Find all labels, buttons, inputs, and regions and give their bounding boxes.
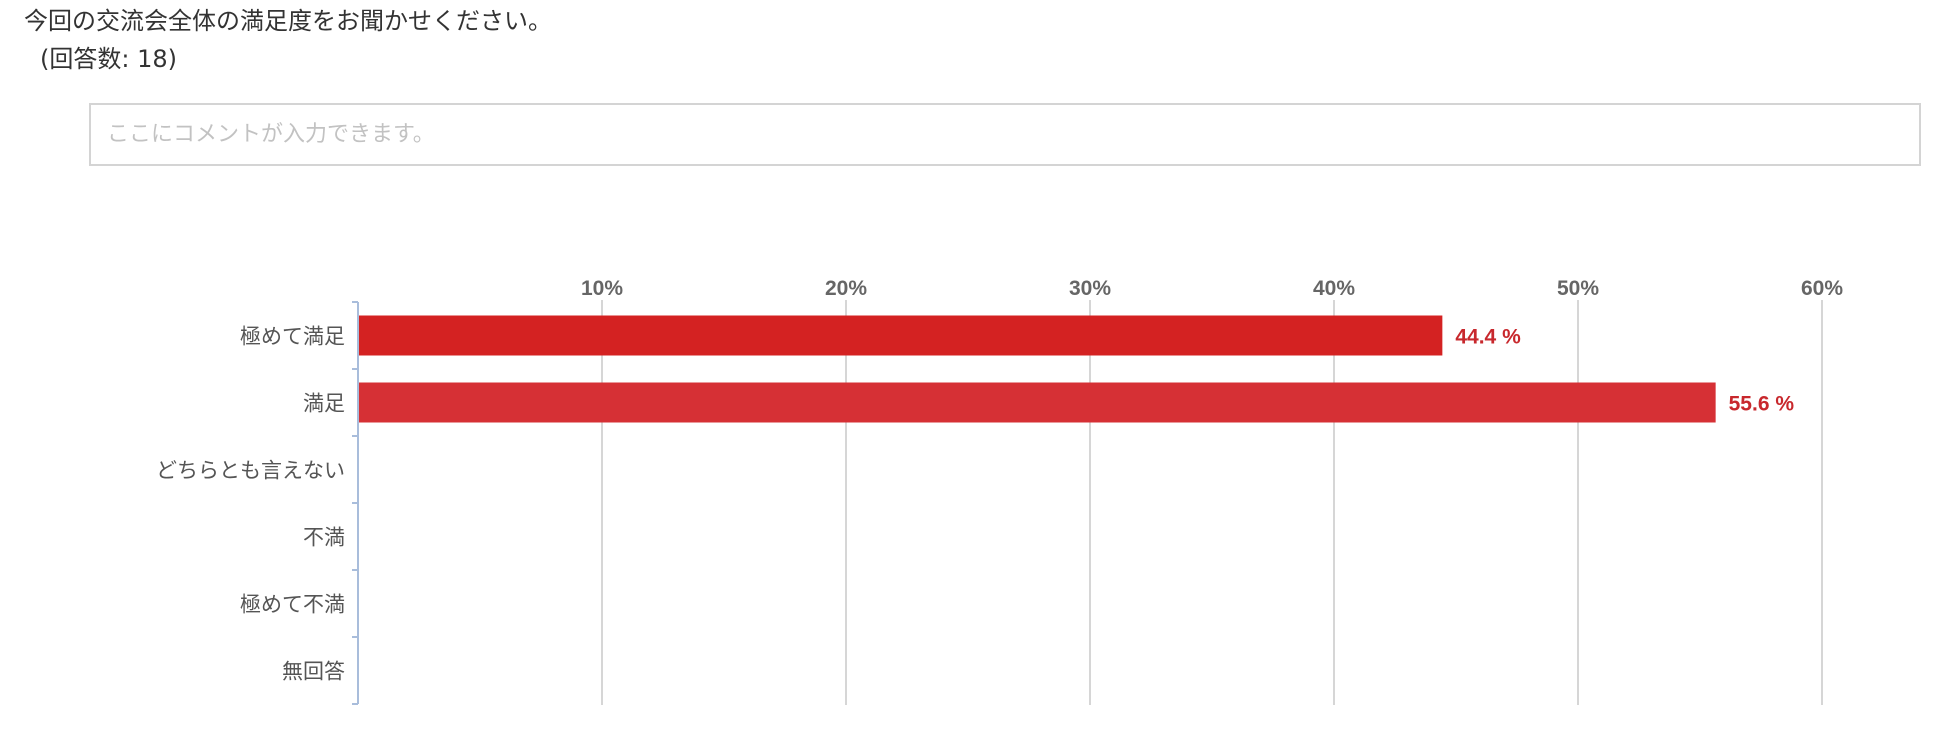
category-label: 極めて不満 — [240, 593, 345, 617]
category-label: 無回答 — [282, 660, 345, 684]
question-title: 今回の交流会全体の満足度をお聞かせください。 — [24, 7, 552, 35]
x-tick-label: 30% — [1069, 277, 1111, 300]
x-tick-label: 60% — [1801, 277, 1843, 300]
x-tick-label: 50% — [1557, 277, 1599, 300]
category-label: どちらとも言えない — [156, 459, 345, 483]
category-label: 極めて満足 — [240, 325, 345, 349]
bar — [359, 382, 1716, 423]
x-tick-label: 10% — [581, 277, 623, 300]
response-count: (回答数: 18) — [40, 45, 177, 73]
category-label: 不満 — [303, 526, 345, 550]
satisfaction-bar-chart: 10% 20% 30% 40% 50% 60% 極めて満足 44.4 % 満足 55.6 % どちら… — [156, 277, 1843, 705]
x-tick-label: 40% — [1313, 277, 1355, 300]
bar — [359, 315, 1443, 356]
comment-input[interactable] — [89, 103, 1921, 166]
category-label: 満足 — [303, 392, 345, 416]
data-label: 55.6 % — [1729, 393, 1795, 416]
x-tick-label: 20% — [825, 277, 867, 300]
data-label: 44.4 % — [1455, 326, 1521, 349]
